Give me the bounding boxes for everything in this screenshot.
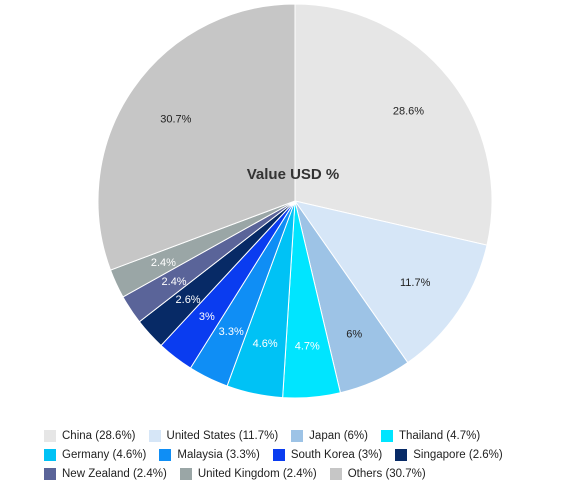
pie-slices <box>97 3 493 399</box>
legend-swatch <box>380 429 393 442</box>
legend-swatch <box>44 467 56 480</box>
legend: China (28.6%) United States (11.7%) Japan … <box>44 426 564 483</box>
legend-label: China (28.6%) <box>62 429 136 442</box>
chart-title: Value USD % <box>247 166 340 183</box>
legend-label: Japan (6%) <box>309 429 368 442</box>
legend-item: Germany (4.6%) <box>44 448 147 461</box>
legend-item: Thailand (4.7%) <box>380 429 481 442</box>
legend-swatch <box>272 448 285 461</box>
pie-slice-others <box>97 3 296 271</box>
legend-row: Germany (4.6%) Malaysia (3.3%) South Korea… <box>44 445 564 464</box>
legend-item: Singapore (2.6%) <box>395 448 503 461</box>
legend-item: United States (11.7%) <box>148 429 279 442</box>
legend-swatch <box>44 429 56 442</box>
pie-labels: 28.6% 11.7% 6% 4.7% 4.6% 3.3% 3% 2.6% 2.4% 2.4% 30… <box>151 106 431 353</box>
data-label-china: 28.6% <box>393 106 424 118</box>
pie-slice-united-states <box>293 200 488 364</box>
data-label-new-zealand: 2.4% <box>162 276 187 288</box>
data-label-united-states: 11.7% <box>400 277 431 289</box>
legend-swatch <box>329 467 342 480</box>
data-label-south-korea: 3% <box>199 311 215 323</box>
legend-swatch <box>291 429 304 442</box>
legend-label: South Korea (3%) <box>290 448 383 461</box>
legend-label: Others (30.7%) <box>347 467 426 480</box>
legend-label: Germany (4.6%) <box>62 448 147 461</box>
legend-row: China (28.6%) United States (11.7%) Japan … <box>44 426 564 445</box>
legend-swatch <box>159 448 172 461</box>
data-label-japan: 6% <box>346 328 362 340</box>
legend-swatch <box>179 467 192 480</box>
legend-label: Singapore (2.6%) <box>413 448 503 461</box>
legend-swatch <box>148 429 161 442</box>
legend-item: Malaysia (3.3%) <box>159 448 260 461</box>
legend-item: New Zealand (2.4%) <box>44 467 167 480</box>
legend-label: Malaysia (3.3%) <box>177 448 260 461</box>
legend-swatch <box>44 448 56 461</box>
legend-item: United Kingdom (2.4%) <box>179 467 317 480</box>
data-label-germany: 4.6% <box>253 338 278 350</box>
legend-label: Thailand (4.7%) <box>398 429 481 442</box>
data-label-thailand: 4.7% <box>295 340 320 352</box>
data-label-united-kingdom: 2.4% <box>151 257 176 269</box>
data-label-singapore: 2.6% <box>176 294 201 306</box>
legend-item: Japan (6%) <box>291 429 368 442</box>
data-label-others: 30.7% <box>160 113 191 125</box>
legend-item: South Korea (3%) <box>272 448 383 461</box>
data-label-malaysia: 3.3% <box>219 326 244 338</box>
legend-row: New Zealand (2.4%) United Kingdom (2.4%) O… <box>44 464 564 483</box>
legend-item: Others (30.7%) <box>329 467 426 480</box>
legend-label: New Zealand (2.4%) <box>62 467 167 480</box>
legend-label: United Kingdom (2.4%) <box>197 467 317 480</box>
pie-slice-china <box>294 3 493 246</box>
pie-chart: 28.6% 11.7% 6% 4.7% 4.6% 3.3% 3% 2.6% 2.4% 2.4% 30… <box>97 3 493 399</box>
legend-swatch <box>395 448 408 461</box>
legend-label: United States (11.7%) <box>166 429 279 442</box>
legend-item: China (28.6%) <box>44 429 136 442</box>
